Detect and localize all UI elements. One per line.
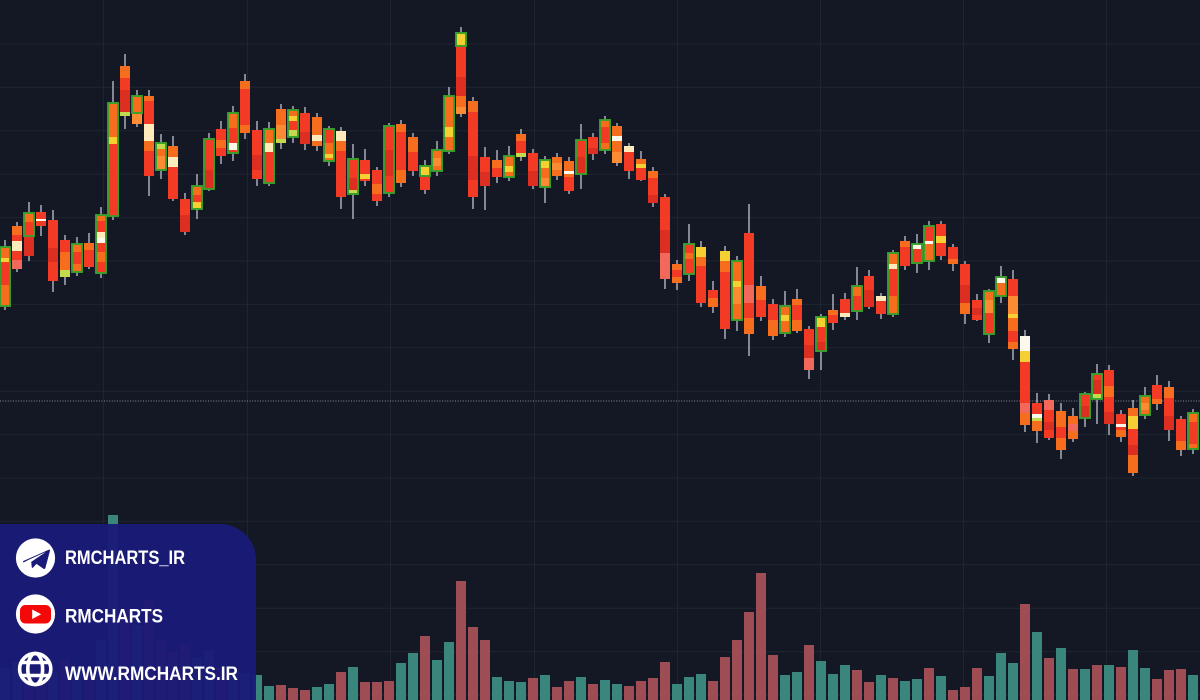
svg-text:RMCHARTS: RMCHARTS	[65, 606, 163, 628]
svg-text:RMCHARTS_IR: RMCHARTS_IR	[65, 547, 185, 569]
svg-text:WWW.RMCHARTS.IR: WWW.RMCHARTS.IR	[65, 663, 238, 685]
